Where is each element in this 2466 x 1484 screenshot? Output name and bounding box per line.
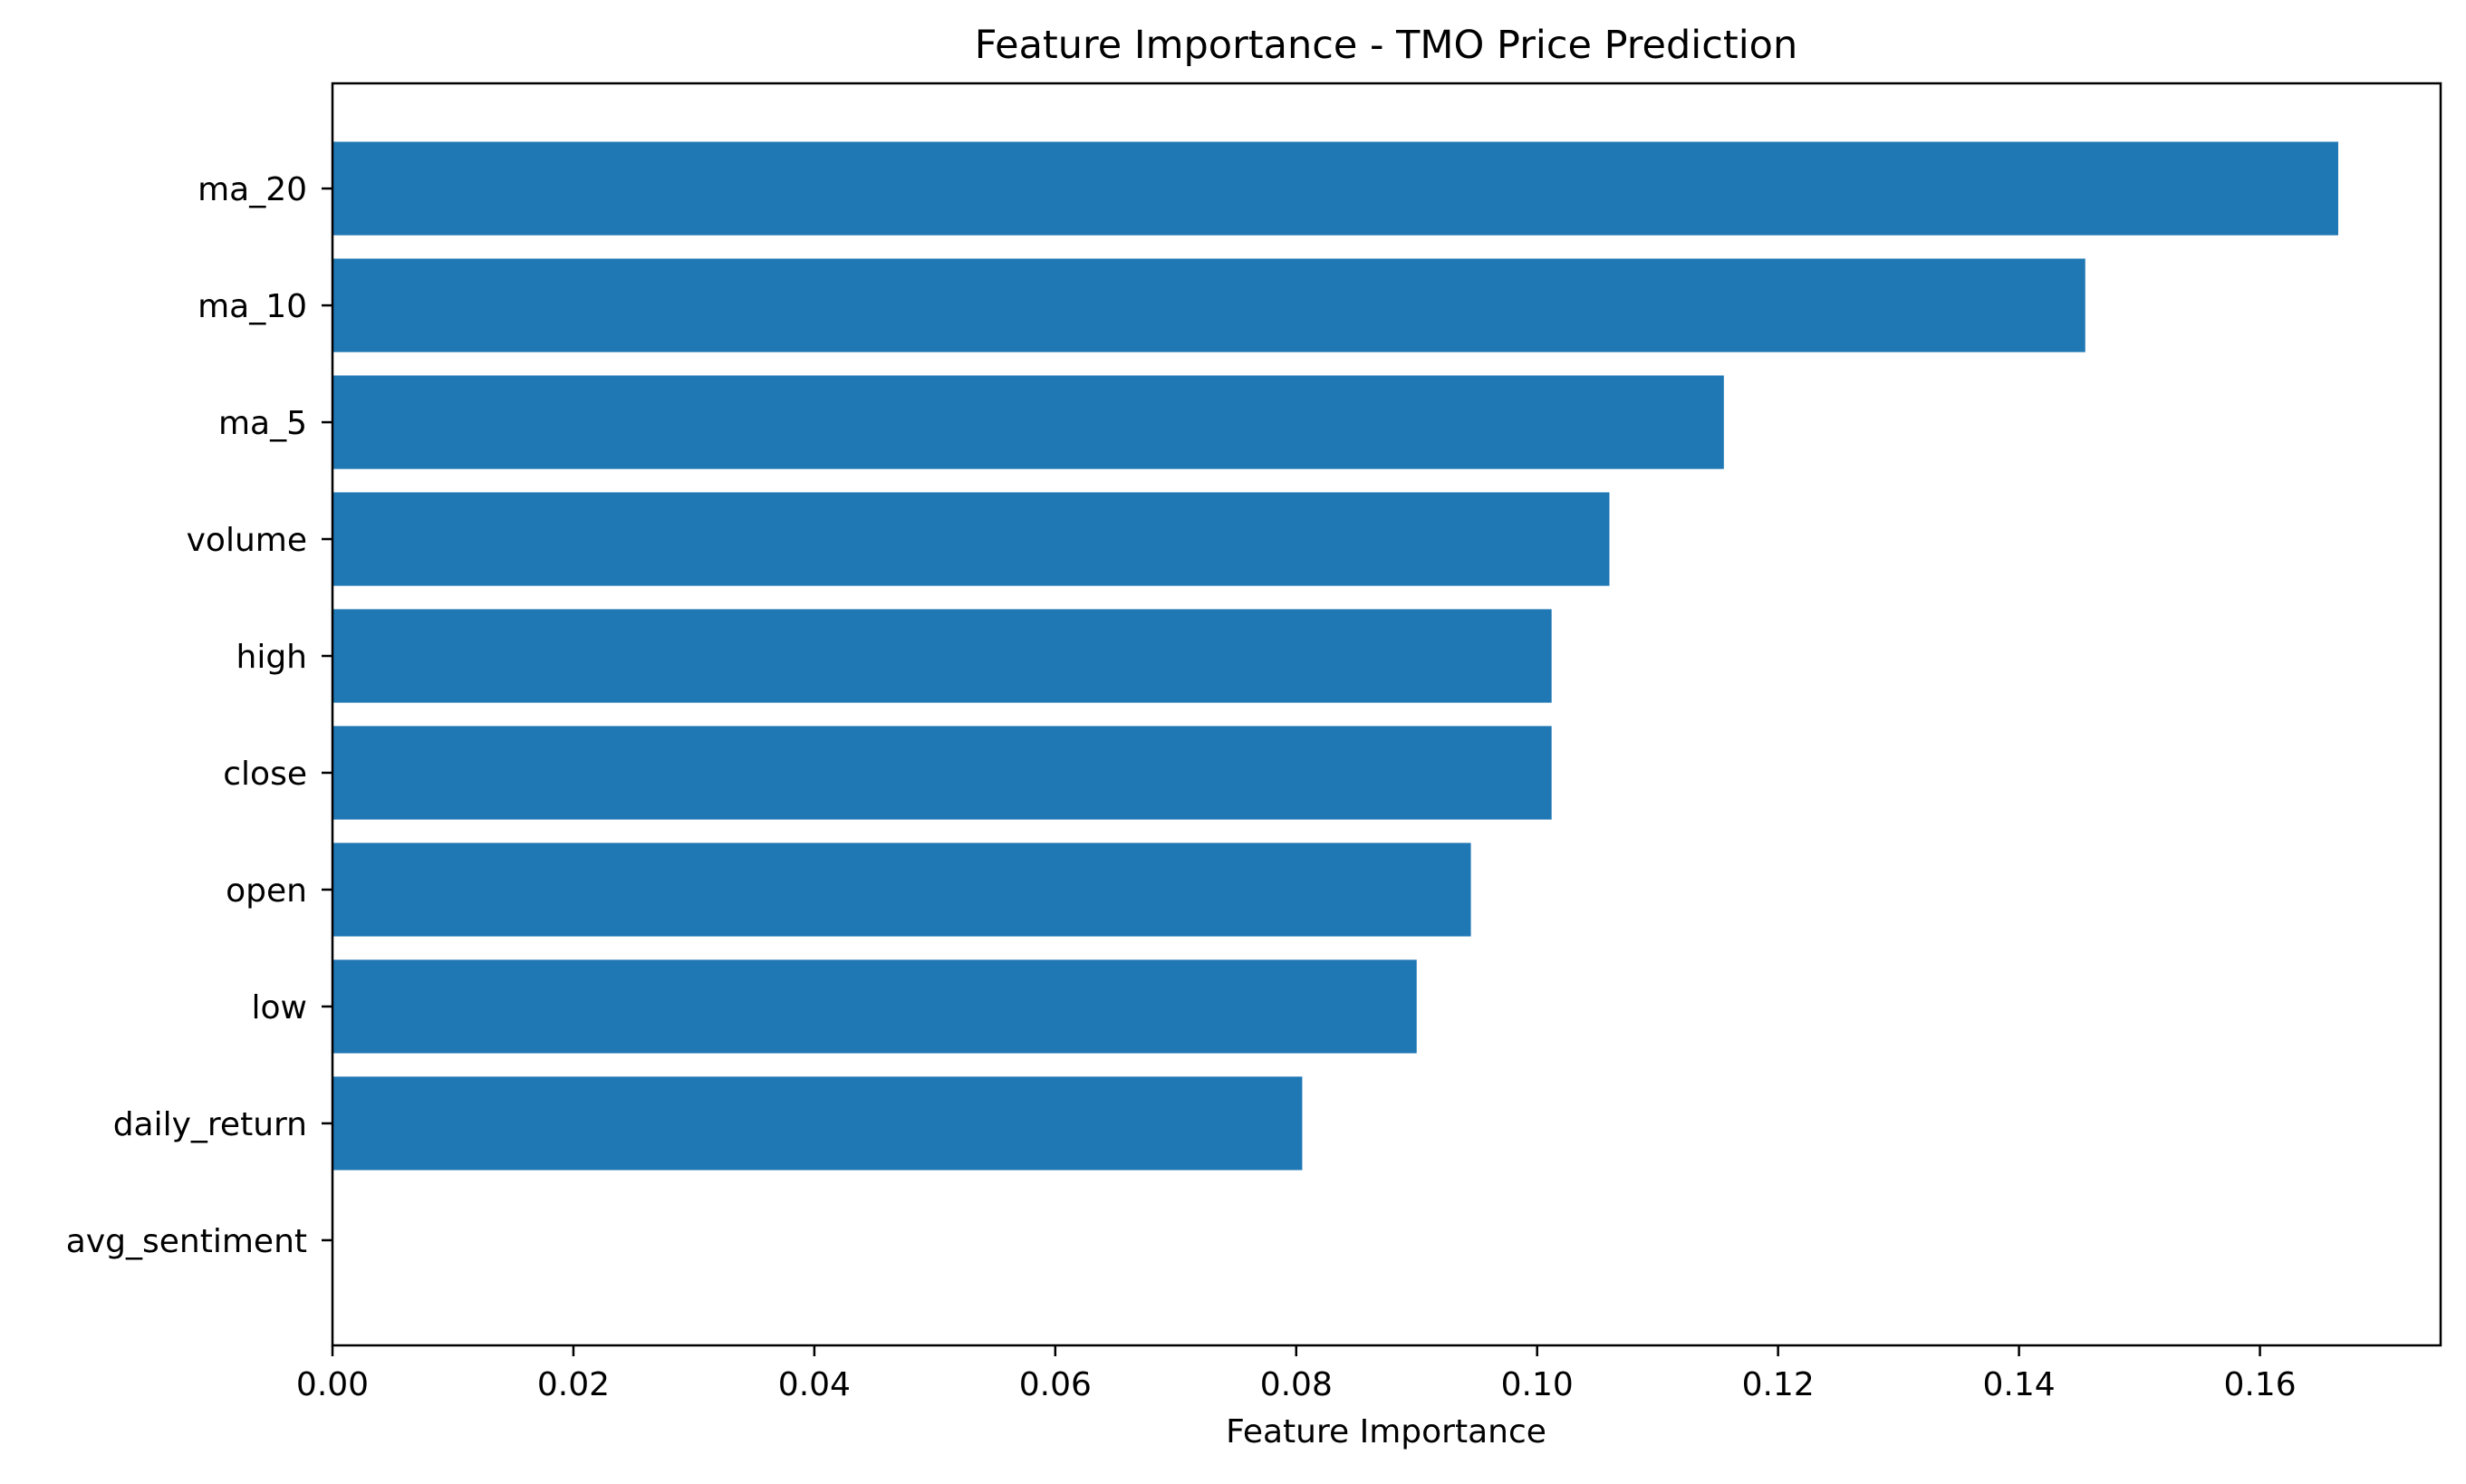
x-tick-label: 0.16 (2223, 1366, 2296, 1403)
bar-daily-return (332, 1076, 1303, 1171)
x-tick-label: 0.12 (1742, 1366, 1815, 1403)
y-tick-label: high (236, 639, 308, 676)
y-tick-label: open (226, 872, 307, 910)
y-tick-label: close (223, 756, 307, 793)
bar-ma-10 (332, 258, 2086, 352)
x-tick-label: 0.00 (296, 1366, 369, 1403)
y-tick-label: ma_20 (197, 171, 307, 208)
plot-frame (331, 82, 2442, 1347)
x-tick-label: 0.08 (1260, 1366, 1333, 1403)
x-tick-label: 0.06 (1019, 1366, 1092, 1403)
bar-high (332, 609, 1552, 703)
y-tick-label: volume (187, 522, 307, 559)
bars-group (332, 141, 2338, 1171)
x-tick-label: 0.02 (537, 1366, 610, 1403)
y-tick-label: low (252, 989, 307, 1026)
x-axis-label: Feature Importance (1226, 1413, 1546, 1450)
x-tick-label: 0.04 (778, 1366, 851, 1403)
x-tick-label: 0.14 (1983, 1366, 2056, 1403)
y-tick-label: avg_sentiment (66, 1223, 307, 1260)
x-tick-label: 0.10 (1501, 1366, 1574, 1403)
bar-close (332, 726, 1552, 820)
bar-volume (332, 492, 1610, 586)
chart-title: Feature Importance - TMO Price Predictio… (975, 23, 1797, 68)
y-tick-label: daily_return (113, 1106, 307, 1143)
bar-open (332, 843, 1471, 937)
bar-low (332, 959, 1417, 1054)
bar-ma-20 (332, 141, 2338, 236)
x-axis-ticks: 0.00 0.02 0.04 0.06 0.08 0.10 0.12 0.14 0.16 (296, 1345, 2297, 1403)
y-tick-label: ma_5 (218, 405, 307, 442)
y-tick-label: ma_10 (197, 288, 307, 325)
bar-ma-5 (332, 375, 1724, 469)
